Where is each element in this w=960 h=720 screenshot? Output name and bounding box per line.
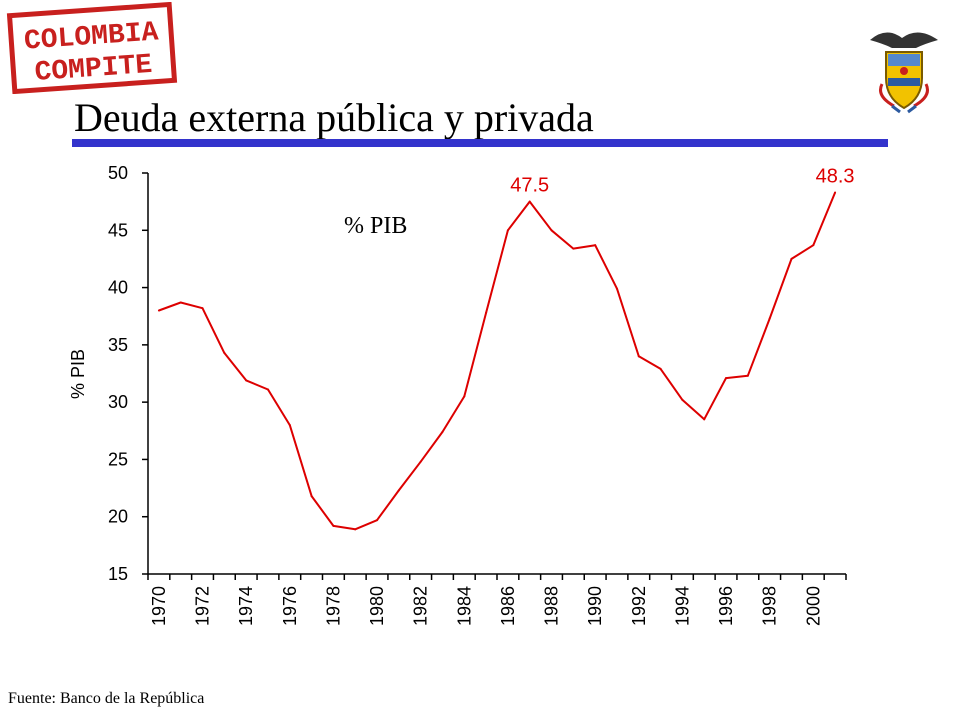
data-label: 47.5 xyxy=(510,175,549,197)
x-tick-label: 1998 xyxy=(760,586,780,626)
plot-area: 47.5 48.3 xyxy=(157,165,855,531)
source-note: Fuente: Banco de la República xyxy=(8,690,205,707)
x-tick-label: 1978 xyxy=(323,586,343,626)
data-point xyxy=(463,395,466,398)
chart-annotation: % PIB xyxy=(344,213,407,239)
data-point xyxy=(659,367,662,370)
x-tick-label: 1996 xyxy=(716,586,736,626)
data-point xyxy=(179,301,182,304)
y-tick-label: 50 xyxy=(108,163,128,183)
y-tick-label: 25 xyxy=(108,449,128,469)
data-point xyxy=(812,244,815,247)
data-point xyxy=(266,388,269,391)
data-point xyxy=(245,379,248,382)
x-tick-label: 1992 xyxy=(629,586,649,626)
data-point xyxy=(572,247,575,250)
x-tick-label: 1984 xyxy=(454,586,474,626)
data-point xyxy=(746,374,749,377)
data-point xyxy=(506,229,509,232)
data-point xyxy=(594,244,597,247)
x-tick-label: 1972 xyxy=(193,586,213,626)
data-point xyxy=(550,229,553,232)
x-tick-label: 1970 xyxy=(149,586,169,626)
y-tick-label: 40 xyxy=(108,278,128,298)
page-title: Deuda externa pública y privada xyxy=(74,95,594,140)
data-point xyxy=(768,317,771,320)
data-point xyxy=(485,311,488,314)
data-point xyxy=(201,307,204,310)
data-point xyxy=(637,355,640,358)
data-point xyxy=(703,418,706,421)
x-tick-label: 1988 xyxy=(542,586,562,626)
y-tick-label: 20 xyxy=(108,507,128,527)
data-point xyxy=(419,460,422,463)
debt-line-chart: 15 20 25 30 35 40 45 50 1970 1972 1974 1976 1978 198… xyxy=(68,163,855,626)
y-axis-label: % PIB xyxy=(68,349,88,399)
y-tick-label: 35 xyxy=(108,335,128,355)
data-point xyxy=(834,191,837,194)
y-tick-label: 30 xyxy=(108,392,128,412)
x-tick-label: 1980 xyxy=(367,586,387,626)
y-tick-label: 45 xyxy=(108,220,128,240)
colombia-compite-logo: COLOMBIA COMPITE xyxy=(6,2,178,94)
data-point xyxy=(157,309,160,312)
data-label: 48.3 xyxy=(816,165,855,187)
series-line xyxy=(158,192,837,531)
data-point xyxy=(354,528,357,531)
data-point xyxy=(310,495,313,498)
x-tick-label: 1976 xyxy=(280,586,300,626)
x-tick-label: 1986 xyxy=(498,586,518,626)
title-underline xyxy=(72,139,888,147)
data-point xyxy=(288,424,291,427)
x-tick-label: 1990 xyxy=(585,586,605,626)
data-point xyxy=(725,377,728,380)
data-point xyxy=(615,287,618,290)
data-point xyxy=(441,430,444,433)
data-point xyxy=(223,351,226,354)
data-point xyxy=(376,519,379,522)
data-point xyxy=(681,398,684,401)
x-tick-label: 1994 xyxy=(672,586,692,626)
y-axis: 15 20 25 30 35 40 45 50 xyxy=(108,163,149,584)
x-tick-label: 2000 xyxy=(803,586,823,626)
coat-of-arms-icon xyxy=(870,32,938,114)
data-point xyxy=(790,257,793,260)
x-tick-label: 1982 xyxy=(411,586,431,626)
y-tick-label: 15 xyxy=(108,564,128,584)
data-point xyxy=(397,489,400,492)
data-point xyxy=(528,200,531,203)
data-point xyxy=(332,524,335,527)
x-tick-label: 1974 xyxy=(236,586,256,626)
x-axis: 1970 1972 1974 1976 1978 1980 1982 1984 1986 1988… xyxy=(147,573,847,626)
